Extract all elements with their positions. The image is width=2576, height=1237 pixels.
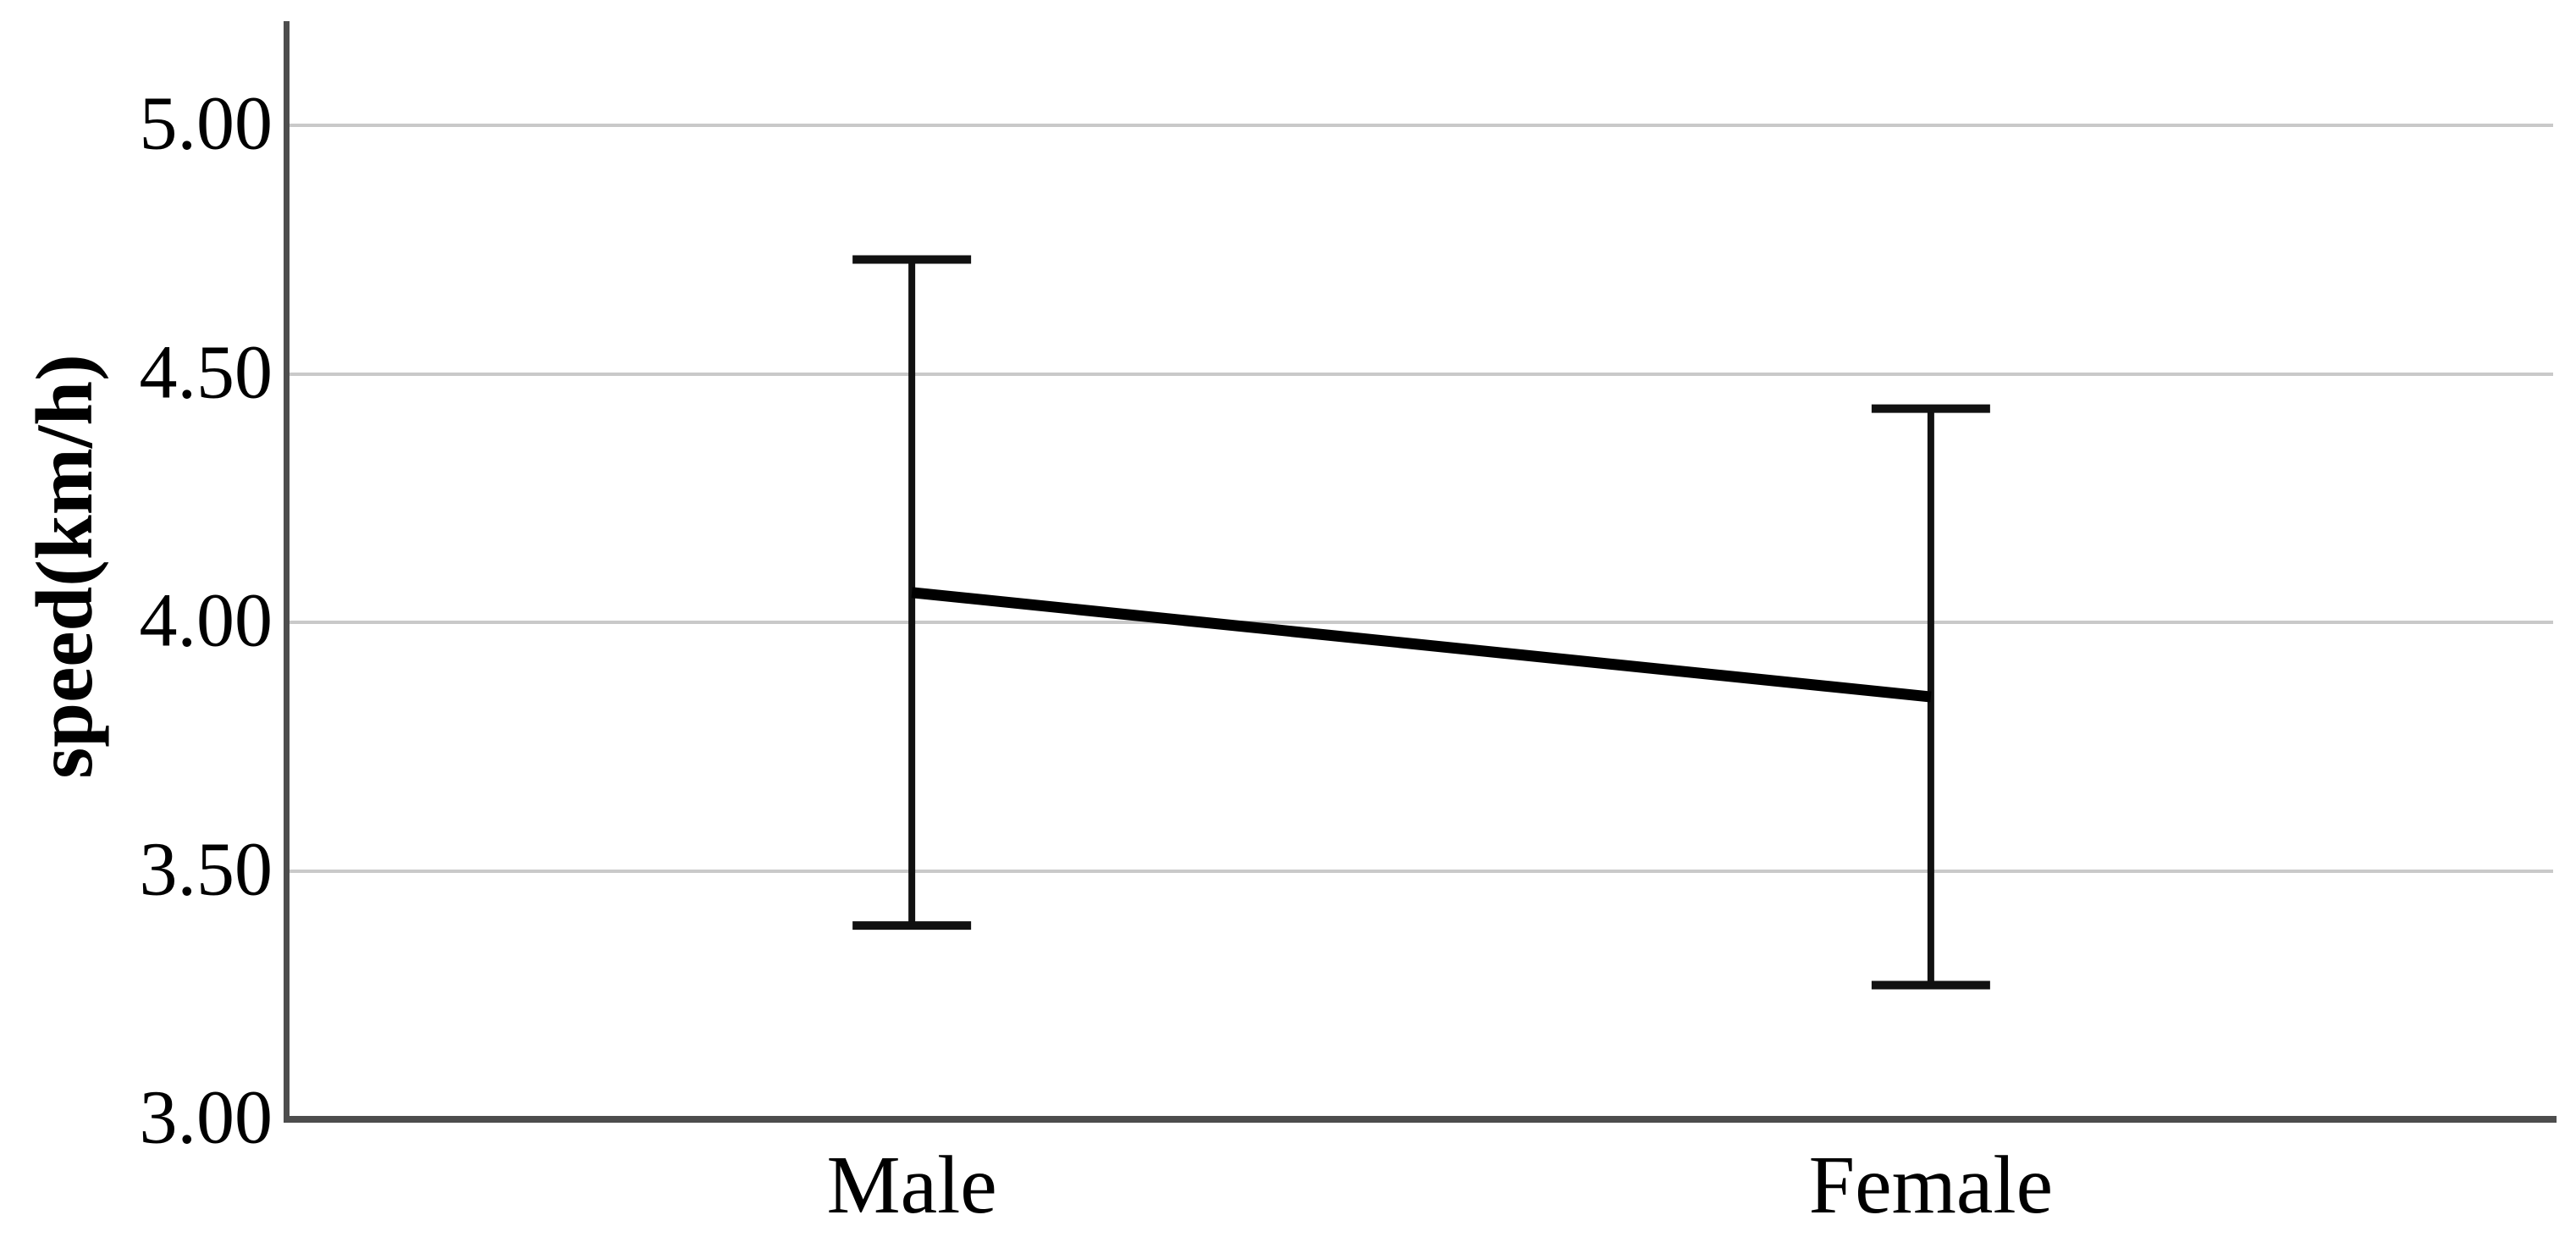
y-gridline	[286, 372, 2553, 376]
y-gridline	[286, 869, 2553, 873]
x-axis-line	[284, 1116, 2557, 1123]
mean-line	[911, 587, 1932, 703]
y-tick-label: 4.00	[139, 578, 273, 663]
y-gridline	[286, 621, 2553, 624]
y-tick-label: 3.00	[139, 1075, 273, 1160]
x-category-label: Female	[1808, 1140, 2054, 1231]
y-tick-label: 5.00	[139, 81, 273, 166]
x-category-label: Male	[826, 1140, 997, 1231]
y-axis-line	[284, 21, 290, 1123]
y-tick-label: 4.50	[139, 329, 273, 414]
y-gridline	[286, 124, 2553, 127]
y-tick-label: 3.50	[139, 826, 273, 911]
